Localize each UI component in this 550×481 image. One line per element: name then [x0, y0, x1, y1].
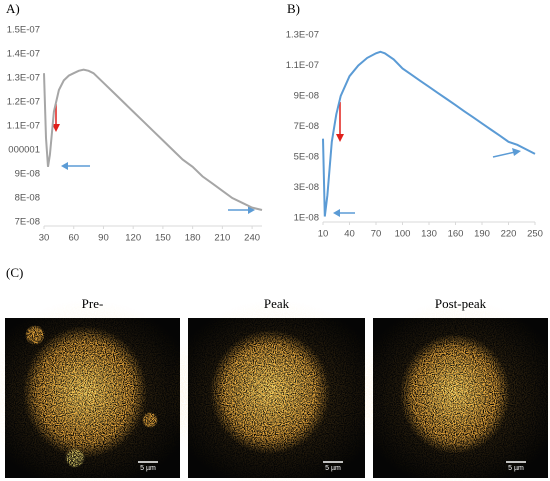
- y-tick-label: 1.1E-07: [286, 60, 319, 71]
- data-line: [322, 50, 536, 217]
- y-tick-label: 3E-08: [294, 182, 319, 193]
- x-tick-label: 240: [244, 233, 260, 244]
- x-tick-label: 10: [318, 229, 329, 240]
- y-tick-label: 1.1E-07: [7, 121, 40, 132]
- x-tick-label: 180: [185, 233, 201, 244]
- x-tick-label: 210: [214, 233, 230, 244]
- panel-label: B): [287, 1, 300, 16]
- x-tick-label: 120: [125, 233, 141, 244]
- y-tick-label: 7E-08: [294, 121, 319, 132]
- y-tick-label: 1.3E-07: [286, 30, 319, 41]
- y-tick-label: 8E-08: [15, 193, 40, 204]
- x-tick-label: 190: [474, 229, 490, 240]
- image-title: Post-peak: [435, 296, 487, 311]
- y-tick-label: 1.5E-07: [7, 25, 40, 36]
- micrograph: [0, 300, 198, 481]
- x-tick-label: 150: [155, 233, 171, 244]
- panel-label: A): [6, 1, 20, 16]
- y-tick-label: 1.3E-07: [7, 73, 40, 84]
- y-tick-label: 9E-08: [294, 91, 319, 102]
- x-tick-label: 160: [448, 229, 464, 240]
- y-tick-label: 1.4E-07: [7, 49, 40, 60]
- x-tick-label: 70: [371, 229, 382, 240]
- arrows: [52, 102, 521, 217]
- y-tick-label: 1E-08: [294, 213, 319, 224]
- micrograph: [355, 300, 550, 481]
- x-tick-label: 250: [527, 229, 543, 240]
- x-tick-label: 40: [344, 229, 355, 240]
- data-line: [43, 68, 263, 211]
- image-title: Peak: [264, 296, 290, 311]
- scale-label: 5 µm: [508, 465, 524, 472]
- y-tick-label: 9E-08: [15, 169, 40, 180]
- x-tick-label: 130: [421, 229, 437, 240]
- image-title: Pre-: [82, 296, 104, 311]
- micrograph: [166, 300, 386, 481]
- y-tick-label: 7E-08: [15, 217, 40, 228]
- panel-label: (C): [6, 265, 23, 280]
- x-tick-label: 90: [98, 233, 109, 244]
- scale-label: 5 µm: [140, 465, 156, 472]
- x-tick-label: 30: [39, 233, 50, 244]
- y-tick-label: 000001: [8, 145, 40, 156]
- y-tick-label: 1.2E-07: [7, 97, 40, 108]
- scale-label: 5 µm: [325, 465, 341, 472]
- y-tick-label: 5E-08: [294, 152, 319, 163]
- x-tick-label: 220: [501, 229, 517, 240]
- x-tick-label: 60: [68, 233, 79, 244]
- x-tick-label: 100: [395, 229, 411, 240]
